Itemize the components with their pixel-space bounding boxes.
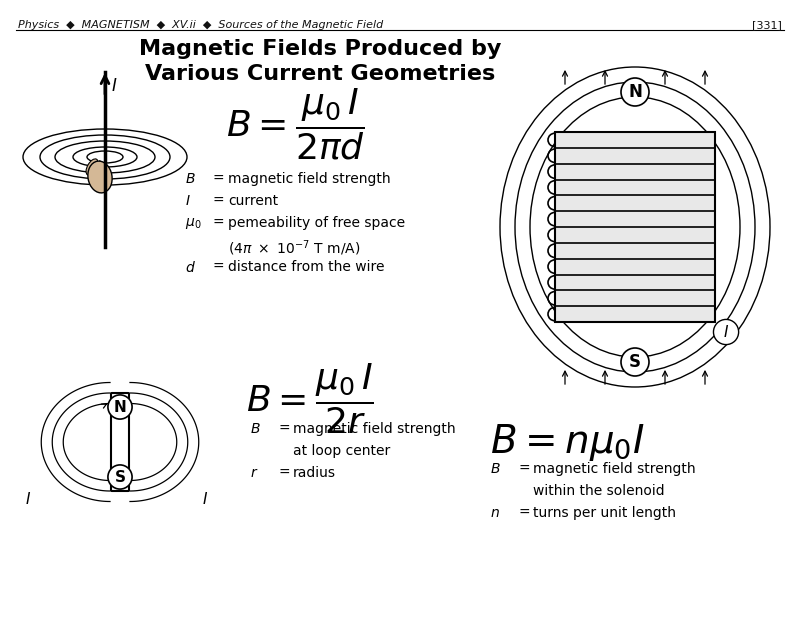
Text: $n$: $n$ <box>490 506 500 520</box>
Text: $I$: $I$ <box>723 324 729 340</box>
Text: $d$: $d$ <box>185 260 196 275</box>
Text: $B$: $B$ <box>490 462 501 476</box>
Text: Magnetic Fields Produced by
Various Current Geometries: Magnetic Fields Produced by Various Curr… <box>139 39 501 84</box>
Text: $I$: $I$ <box>111 77 118 95</box>
Text: $I$: $I$ <box>25 491 31 507</box>
Text: [331]: [331] <box>752 20 782 30</box>
Text: =: = <box>213 260 225 274</box>
Text: =: = <box>518 462 530 476</box>
Ellipse shape <box>86 159 98 175</box>
Text: radius: radius <box>293 466 336 480</box>
Ellipse shape <box>88 161 112 193</box>
Text: $I$: $I$ <box>185 194 190 208</box>
Text: $r$: $r$ <box>250 466 258 480</box>
Text: at loop center: at loop center <box>293 444 390 458</box>
FancyBboxPatch shape <box>111 393 129 491</box>
Text: distance from the wire: distance from the wire <box>228 260 385 274</box>
Bar <box>555 132 715 322</box>
Text: within the solenoid: within the solenoid <box>533 484 665 498</box>
Text: Physics  ◆  MAGNETISM  ◆  XV.ii  ◆  Sources of the Magnetic Field: Physics ◆ MAGNETISM ◆ XV.ii ◆ Sources of… <box>18 20 383 30</box>
Text: $\mu_0$: $\mu_0$ <box>185 216 202 231</box>
Text: current: current <box>228 194 278 208</box>
Text: =: = <box>213 194 225 208</box>
Text: N: N <box>628 83 642 101</box>
Text: =: = <box>213 216 225 230</box>
Text: turns per unit length: turns per unit length <box>533 506 676 520</box>
Text: $B$: $B$ <box>185 172 196 186</box>
Text: $B = \dfrac{\mu_0\, I}{2\pi d}$: $B = \dfrac{\mu_0\, I}{2\pi d}$ <box>226 87 365 162</box>
Text: S: S <box>629 353 641 371</box>
Text: $I$: $I$ <box>202 491 208 507</box>
Text: magnetic field strength: magnetic field strength <box>533 462 696 476</box>
Text: magnetic field strength: magnetic field strength <box>228 172 390 186</box>
Text: $B = n\mu_0 I$: $B = n\mu_0 I$ <box>490 422 644 463</box>
Text: $B = \dfrac{\mu_0\, I}{2r}$: $B = \dfrac{\mu_0\, I}{2r}$ <box>246 362 374 436</box>
Text: =: = <box>213 172 225 186</box>
Text: =: = <box>278 422 290 436</box>
Text: $B$: $B$ <box>250 422 261 436</box>
Text: $(4\pi\ \times\ 10^{-7}\ \mathrm{T\ m/A})$: $(4\pi\ \times\ 10^{-7}\ \mathrm{T\ m/A}… <box>228 238 361 258</box>
Text: S: S <box>114 470 126 484</box>
Text: magnetic field strength: magnetic field strength <box>293 422 456 436</box>
Text: pemeability of free space: pemeability of free space <box>228 216 405 230</box>
Text: N: N <box>114 399 126 415</box>
Text: =: = <box>518 506 530 520</box>
Text: =: = <box>278 466 290 480</box>
